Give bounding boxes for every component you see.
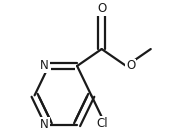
Text: N: N <box>40 59 49 72</box>
Text: Cl: Cl <box>96 117 108 130</box>
Text: N: N <box>40 118 49 131</box>
Text: O: O <box>97 2 106 15</box>
Text: O: O <box>126 59 135 72</box>
